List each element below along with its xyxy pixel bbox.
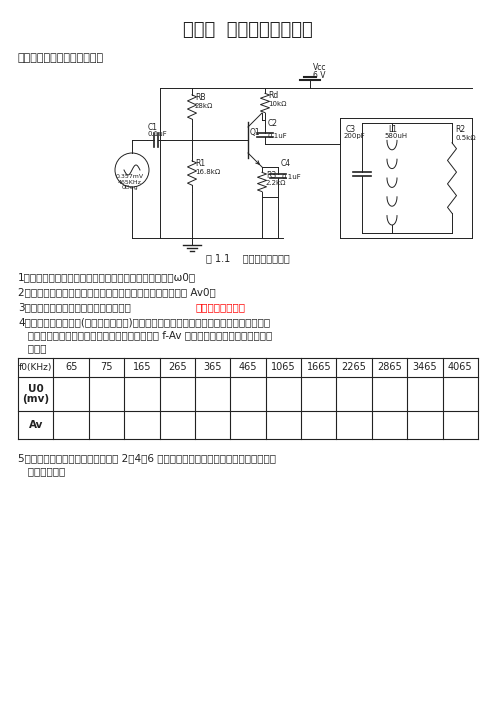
Text: 0.5kΩ: 0.5kΩ bbox=[455, 135, 476, 141]
Text: 非计算矩形系数。: 非计算矩形系数。 bbox=[196, 302, 246, 312]
Text: U0: U0 bbox=[28, 384, 44, 394]
Text: 一、单调谐高频小信号放大器: 一、单调谐高频小信号放大器 bbox=[18, 53, 104, 63]
Text: 465: 465 bbox=[239, 362, 257, 373]
Text: 265: 265 bbox=[168, 362, 186, 373]
Text: 的选频作用。: 的选频作用。 bbox=[18, 466, 65, 476]
Text: 5、在电路的输入端加入谐振频率的 2、4、6 次谐波，通过示波器观察图形，体会该电路: 5、在电路的输入端加入谐振频率的 2、4、6 次谐波，通过示波器观察图形，体会该… bbox=[18, 453, 276, 463]
Text: 0.1uF: 0.1uF bbox=[281, 174, 301, 180]
Text: 365: 365 bbox=[203, 362, 222, 373]
Text: 165: 165 bbox=[132, 362, 151, 373]
Text: RB: RB bbox=[195, 93, 205, 102]
Text: 2265: 2265 bbox=[342, 362, 367, 373]
Text: 4、改变信号源的频率(信号源幅值不变)，通过示波器或着万用表测量输出电压的有效值，: 4、改变信号源的频率(信号源幅值不变)，通过示波器或着万用表测量输出电压的有效值… bbox=[18, 317, 270, 327]
Text: C2: C2 bbox=[268, 119, 278, 128]
Text: 0Deg: 0Deg bbox=[122, 185, 138, 190]
Text: 图 1.1    高频小信号放大器: 图 1.1 高频小信号放大器 bbox=[206, 253, 290, 263]
Text: 1065: 1065 bbox=[271, 362, 296, 373]
Text: f0(KHz): f0(KHz) bbox=[19, 363, 53, 372]
Text: R2: R2 bbox=[455, 126, 465, 135]
Text: C1: C1 bbox=[148, 124, 158, 133]
Text: Rd: Rd bbox=[268, 91, 278, 100]
Text: 1、根据电路中选频网络参数值，计算该电路的谐振频率ω0。: 1、根据电路中选频网络参数值，计算该电路的谐振频率ω0。 bbox=[18, 272, 196, 282]
Text: 计算出输出电压的振幅值，完成下列表，并汇出 f-Av 相应的图，根据图粗略计算出通: 计算出输出电压的振幅值，完成下列表，并汇出 f-Av 相应的图，根据图粗略计算出… bbox=[18, 330, 272, 340]
Text: 28kΩ: 28kΩ bbox=[195, 103, 213, 109]
Text: 0.1uF: 0.1uF bbox=[148, 131, 168, 137]
Text: 2.2kΩ: 2.2kΩ bbox=[266, 180, 287, 186]
Text: 200pF: 200pF bbox=[344, 133, 366, 139]
Text: 0.357mV: 0.357mV bbox=[116, 175, 144, 180]
Text: 2、通过仿真，观察示波器中的输入输出波形，计算电压增益 Av0。: 2、通过仿真，观察示波器中的输入输出波形，计算电压增益 Av0。 bbox=[18, 287, 216, 297]
Text: 0.1uF: 0.1uF bbox=[268, 133, 288, 139]
Text: Av: Av bbox=[28, 420, 43, 430]
Text: 4065: 4065 bbox=[448, 362, 473, 373]
Text: 75: 75 bbox=[100, 362, 113, 373]
Text: 3465: 3465 bbox=[413, 362, 437, 373]
Text: 16.8kΩ: 16.8kΩ bbox=[195, 169, 220, 175]
Text: C3: C3 bbox=[346, 124, 356, 133]
Text: R1: R1 bbox=[195, 159, 205, 168]
Text: C4: C4 bbox=[281, 159, 291, 168]
Text: 频带。: 频带。 bbox=[18, 343, 47, 353]
Text: 580uH: 580uH bbox=[384, 133, 407, 139]
Text: L1: L1 bbox=[388, 124, 397, 133]
Text: Vcc: Vcc bbox=[313, 63, 326, 72]
Text: 465KHz: 465KHz bbox=[118, 180, 142, 185]
Text: 65: 65 bbox=[65, 362, 77, 373]
Text: 2865: 2865 bbox=[377, 362, 402, 373]
Text: 6 V: 6 V bbox=[313, 72, 325, 81]
Text: R3: R3 bbox=[266, 171, 276, 180]
Text: Q1: Q1 bbox=[250, 128, 260, 136]
Text: 3、利用软件中的波特图仪观察通频带，: 3、利用软件中的波特图仪观察通频带， bbox=[18, 302, 131, 312]
Text: 1665: 1665 bbox=[307, 362, 331, 373]
Text: 10kΩ: 10kΩ bbox=[268, 101, 287, 107]
Text: 实验一  高频小信号放大器: 实验一 高频小信号放大器 bbox=[183, 21, 313, 39]
Text: (mv): (mv) bbox=[22, 394, 49, 404]
